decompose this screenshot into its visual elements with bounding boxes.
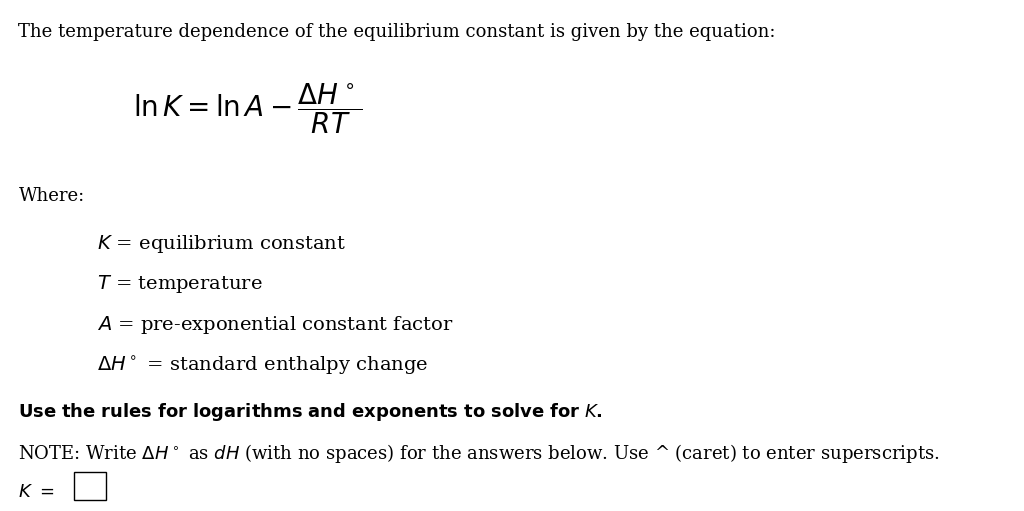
FancyBboxPatch shape — [74, 472, 106, 500]
Text: $T$ = temperature: $T$ = temperature — [97, 273, 263, 295]
Text: Where:: Where: — [18, 187, 85, 204]
Text: $K$ $=$: $K$ $=$ — [18, 483, 54, 501]
Text: $\bf{Use\ the\ rules\ for\ logarithms\ and\ exponents\ to\ solve\ for}$ $\mathit: $\bf{Use\ the\ rules\ for\ logarithms\ a… — [18, 401, 603, 423]
Text: $\Delta H^\circ$ = standard enthalpy change: $\Delta H^\circ$ = standard enthalpy cha… — [97, 355, 429, 378]
Text: The temperature dependence of the equilibrium constant is given by the equation:: The temperature dependence of the equili… — [18, 23, 776, 41]
Text: $K$ = equilibrium constant: $K$ = equilibrium constant — [97, 233, 346, 254]
Text: $\ln K = \ln A - \dfrac{\Delta H^\circ}{RT}$: $\ln K = \ln A - \dfrac{\Delta H^\circ}{… — [133, 82, 362, 136]
Text: NOTE: Write $\Delta H^\circ$ as $dH$ (with no spaces) for the answers below. Use: NOTE: Write $\Delta H^\circ$ as $dH$ (wi… — [18, 442, 940, 465]
Text: $A$ = pre-exponential constant factor: $A$ = pre-exponential constant factor — [97, 314, 454, 336]
